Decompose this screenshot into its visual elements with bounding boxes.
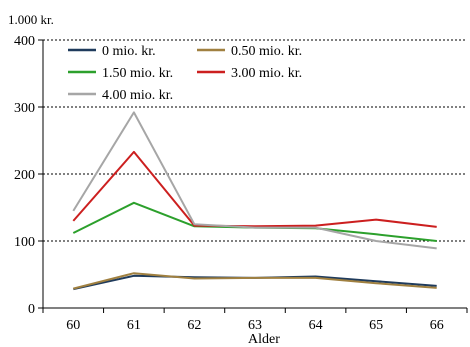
legend-label: 0.50 mio. kr. xyxy=(231,44,302,59)
series-lines xyxy=(72,111,437,291)
x-tick-label: 62 xyxy=(187,318,201,333)
y-tick-labels: 0 100 200 300 400 xyxy=(14,34,35,317)
y-tick-label: 200 xyxy=(14,168,35,183)
legend-label: 3.00 mio. kr. xyxy=(231,66,302,81)
series-line-4 xyxy=(72,111,437,250)
y-tick-label: 0 xyxy=(28,302,35,317)
y-tick-label: 100 xyxy=(14,235,35,250)
x-tick-label: 64 xyxy=(309,318,323,333)
axes xyxy=(38,39,468,313)
x-tick-label: 60 xyxy=(66,318,80,333)
legend-label: 0 mio. kr. xyxy=(102,44,156,59)
x-tick-label: 63 xyxy=(248,318,262,333)
x-axis-label: Alder xyxy=(248,332,280,347)
series-line-1 xyxy=(73,272,437,290)
y-tick-label: 400 xyxy=(14,34,35,49)
x-tick-label: 61 xyxy=(127,318,141,333)
y-unit-label: 1.000 kr. xyxy=(8,12,54,27)
x-tick-label: 65 xyxy=(369,318,383,333)
series-line-3 xyxy=(72,150,437,228)
gridlines xyxy=(43,39,467,242)
y-tick-label: 300 xyxy=(14,101,35,116)
legend: 0 mio. kr. 0.50 mio. kr. 1.50 mio. kr. 3.00… xyxy=(68,44,302,103)
x-tick-label: 66 xyxy=(430,318,444,333)
legend-label: 1.50 mio. kr. xyxy=(102,66,173,81)
x-tick-labels: 60 61 62 63 64 65 66 xyxy=(66,318,443,333)
legend-label: 4.00 mio. kr. xyxy=(102,88,173,103)
series-line-2 xyxy=(72,201,437,242)
